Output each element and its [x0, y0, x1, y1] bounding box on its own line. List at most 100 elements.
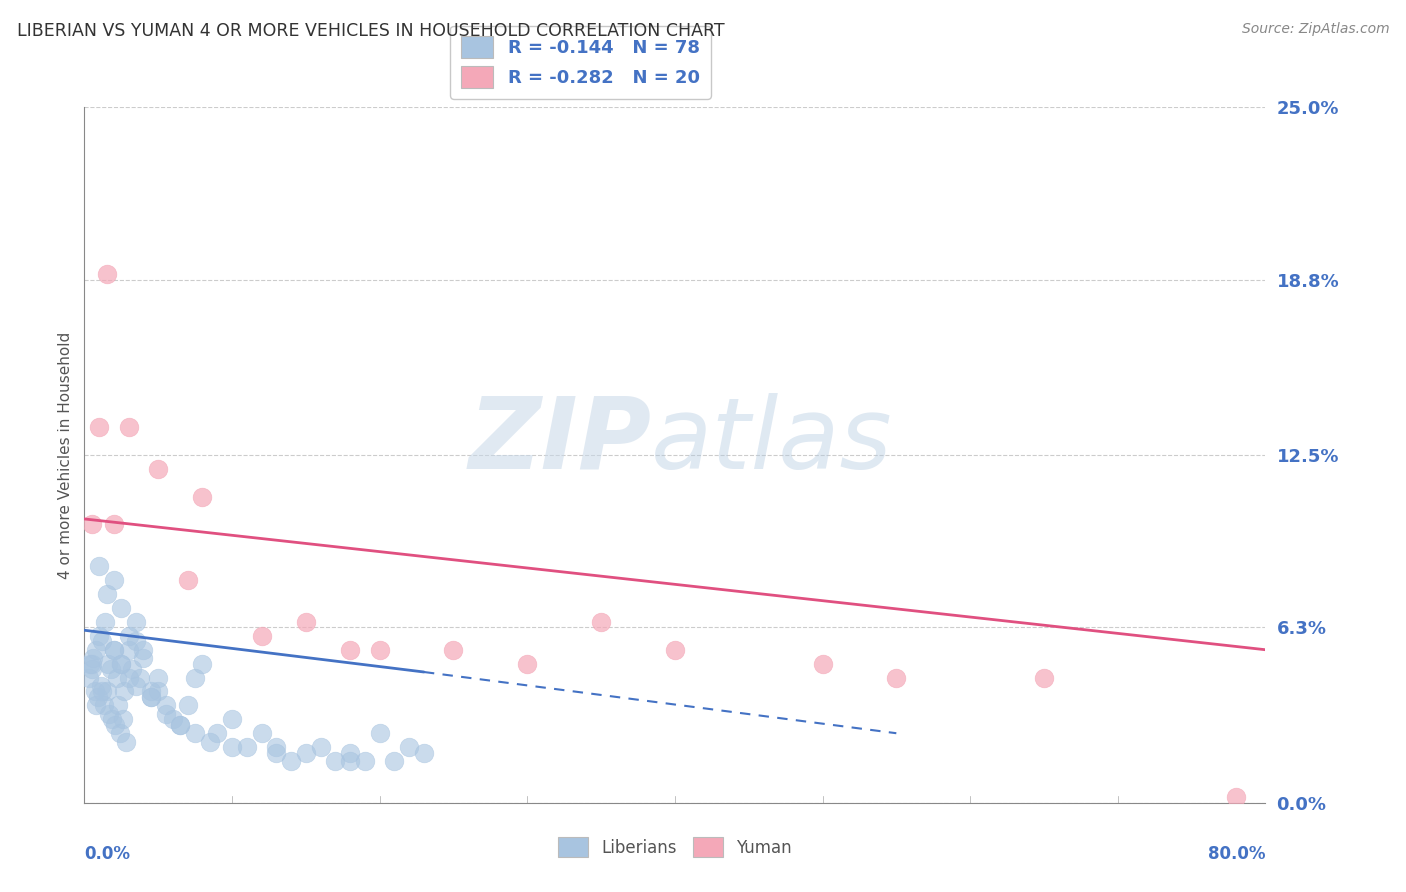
Point [82, 651, 104, 665]
Point [384, 754, 406, 768]
Point [118, 629, 141, 643]
Text: 0.0%: 0.0% [84, 845, 131, 863]
Point [80, 657, 103, 671]
Point [139, 684, 162, 698]
Point [118, 671, 141, 685]
Point [169, 718, 191, 732]
Point [97, 657, 120, 671]
Text: 80.0%: 80.0% [1208, 845, 1265, 863]
Point [114, 734, 136, 748]
Point [96, 267, 118, 281]
Point [103, 573, 125, 587]
Point [101, 712, 124, 726]
Point [139, 690, 162, 704]
Point [94, 615, 117, 629]
Text: atlas: atlas [651, 392, 893, 490]
Point [98, 706, 121, 721]
Point [309, 740, 332, 755]
Point [236, 740, 259, 755]
Point [398, 740, 420, 755]
Point [177, 573, 200, 587]
Point [191, 490, 214, 504]
Point [339, 746, 361, 760]
Point [93, 698, 115, 713]
Point [111, 712, 134, 726]
Point [811, 657, 834, 671]
Point [198, 734, 221, 748]
Point [112, 684, 135, 698]
Point [83, 684, 105, 698]
Point [177, 698, 200, 713]
Point [295, 746, 318, 760]
Point [250, 726, 273, 740]
Point [125, 679, 148, 693]
Point [1033, 671, 1056, 685]
Point [118, 420, 141, 434]
Point [1225, 790, 1247, 805]
Text: ZIP: ZIP [468, 392, 651, 490]
Text: Source: ZipAtlas.com: Source: ZipAtlas.com [1241, 22, 1389, 37]
Point [148, 671, 170, 685]
Point [886, 671, 908, 685]
Point [516, 657, 538, 671]
Point [129, 671, 152, 685]
Point [84, 642, 107, 657]
Point [118, 642, 141, 657]
Point [169, 718, 191, 732]
Point [266, 746, 288, 760]
Point [339, 642, 361, 657]
Point [368, 726, 391, 740]
Point [80, 662, 103, 676]
Point [96, 684, 118, 698]
Point [121, 662, 143, 676]
Point [80, 517, 103, 532]
Point [266, 740, 288, 755]
Point [155, 706, 177, 721]
Point [91, 634, 114, 648]
Point [100, 662, 122, 676]
Point [110, 657, 132, 671]
Point [155, 698, 177, 713]
Point [105, 671, 128, 685]
Point [221, 712, 243, 726]
Point [413, 746, 436, 760]
Point [77, 671, 100, 685]
Point [108, 726, 131, 740]
Point [103, 517, 125, 532]
Point [280, 754, 302, 768]
Point [91, 684, 114, 698]
Point [325, 754, 347, 768]
Point [191, 657, 214, 671]
Point [104, 718, 127, 732]
Point [84, 698, 107, 713]
Point [110, 657, 132, 671]
Point [148, 684, 170, 698]
Point [184, 726, 207, 740]
Point [125, 634, 148, 648]
Point [148, 462, 170, 476]
Point [443, 642, 465, 657]
Point [139, 690, 162, 704]
Point [125, 615, 148, 629]
Point [107, 698, 129, 713]
Point [664, 642, 686, 657]
Y-axis label: 4 or more Vehicles in Household: 4 or more Vehicles in Household [58, 331, 73, 579]
Point [207, 726, 229, 740]
Point [87, 420, 111, 434]
Point [591, 615, 613, 629]
Legend: Liberians, Yuman: Liberians, Yuman [551, 830, 799, 864]
Point [162, 712, 184, 726]
Point [354, 754, 377, 768]
Point [79, 657, 101, 671]
Point [184, 671, 207, 685]
Point [96, 587, 118, 601]
Point [132, 651, 155, 665]
Point [103, 642, 125, 657]
Point [250, 629, 273, 643]
Text: LIBERIAN VS YUMAN 4 OR MORE VEHICLES IN HOUSEHOLD CORRELATION CHART: LIBERIAN VS YUMAN 4 OR MORE VEHICLES IN … [17, 22, 724, 40]
Point [87, 629, 111, 643]
Point [368, 642, 391, 657]
Point [86, 690, 108, 704]
Point [90, 679, 112, 693]
Point [132, 642, 155, 657]
